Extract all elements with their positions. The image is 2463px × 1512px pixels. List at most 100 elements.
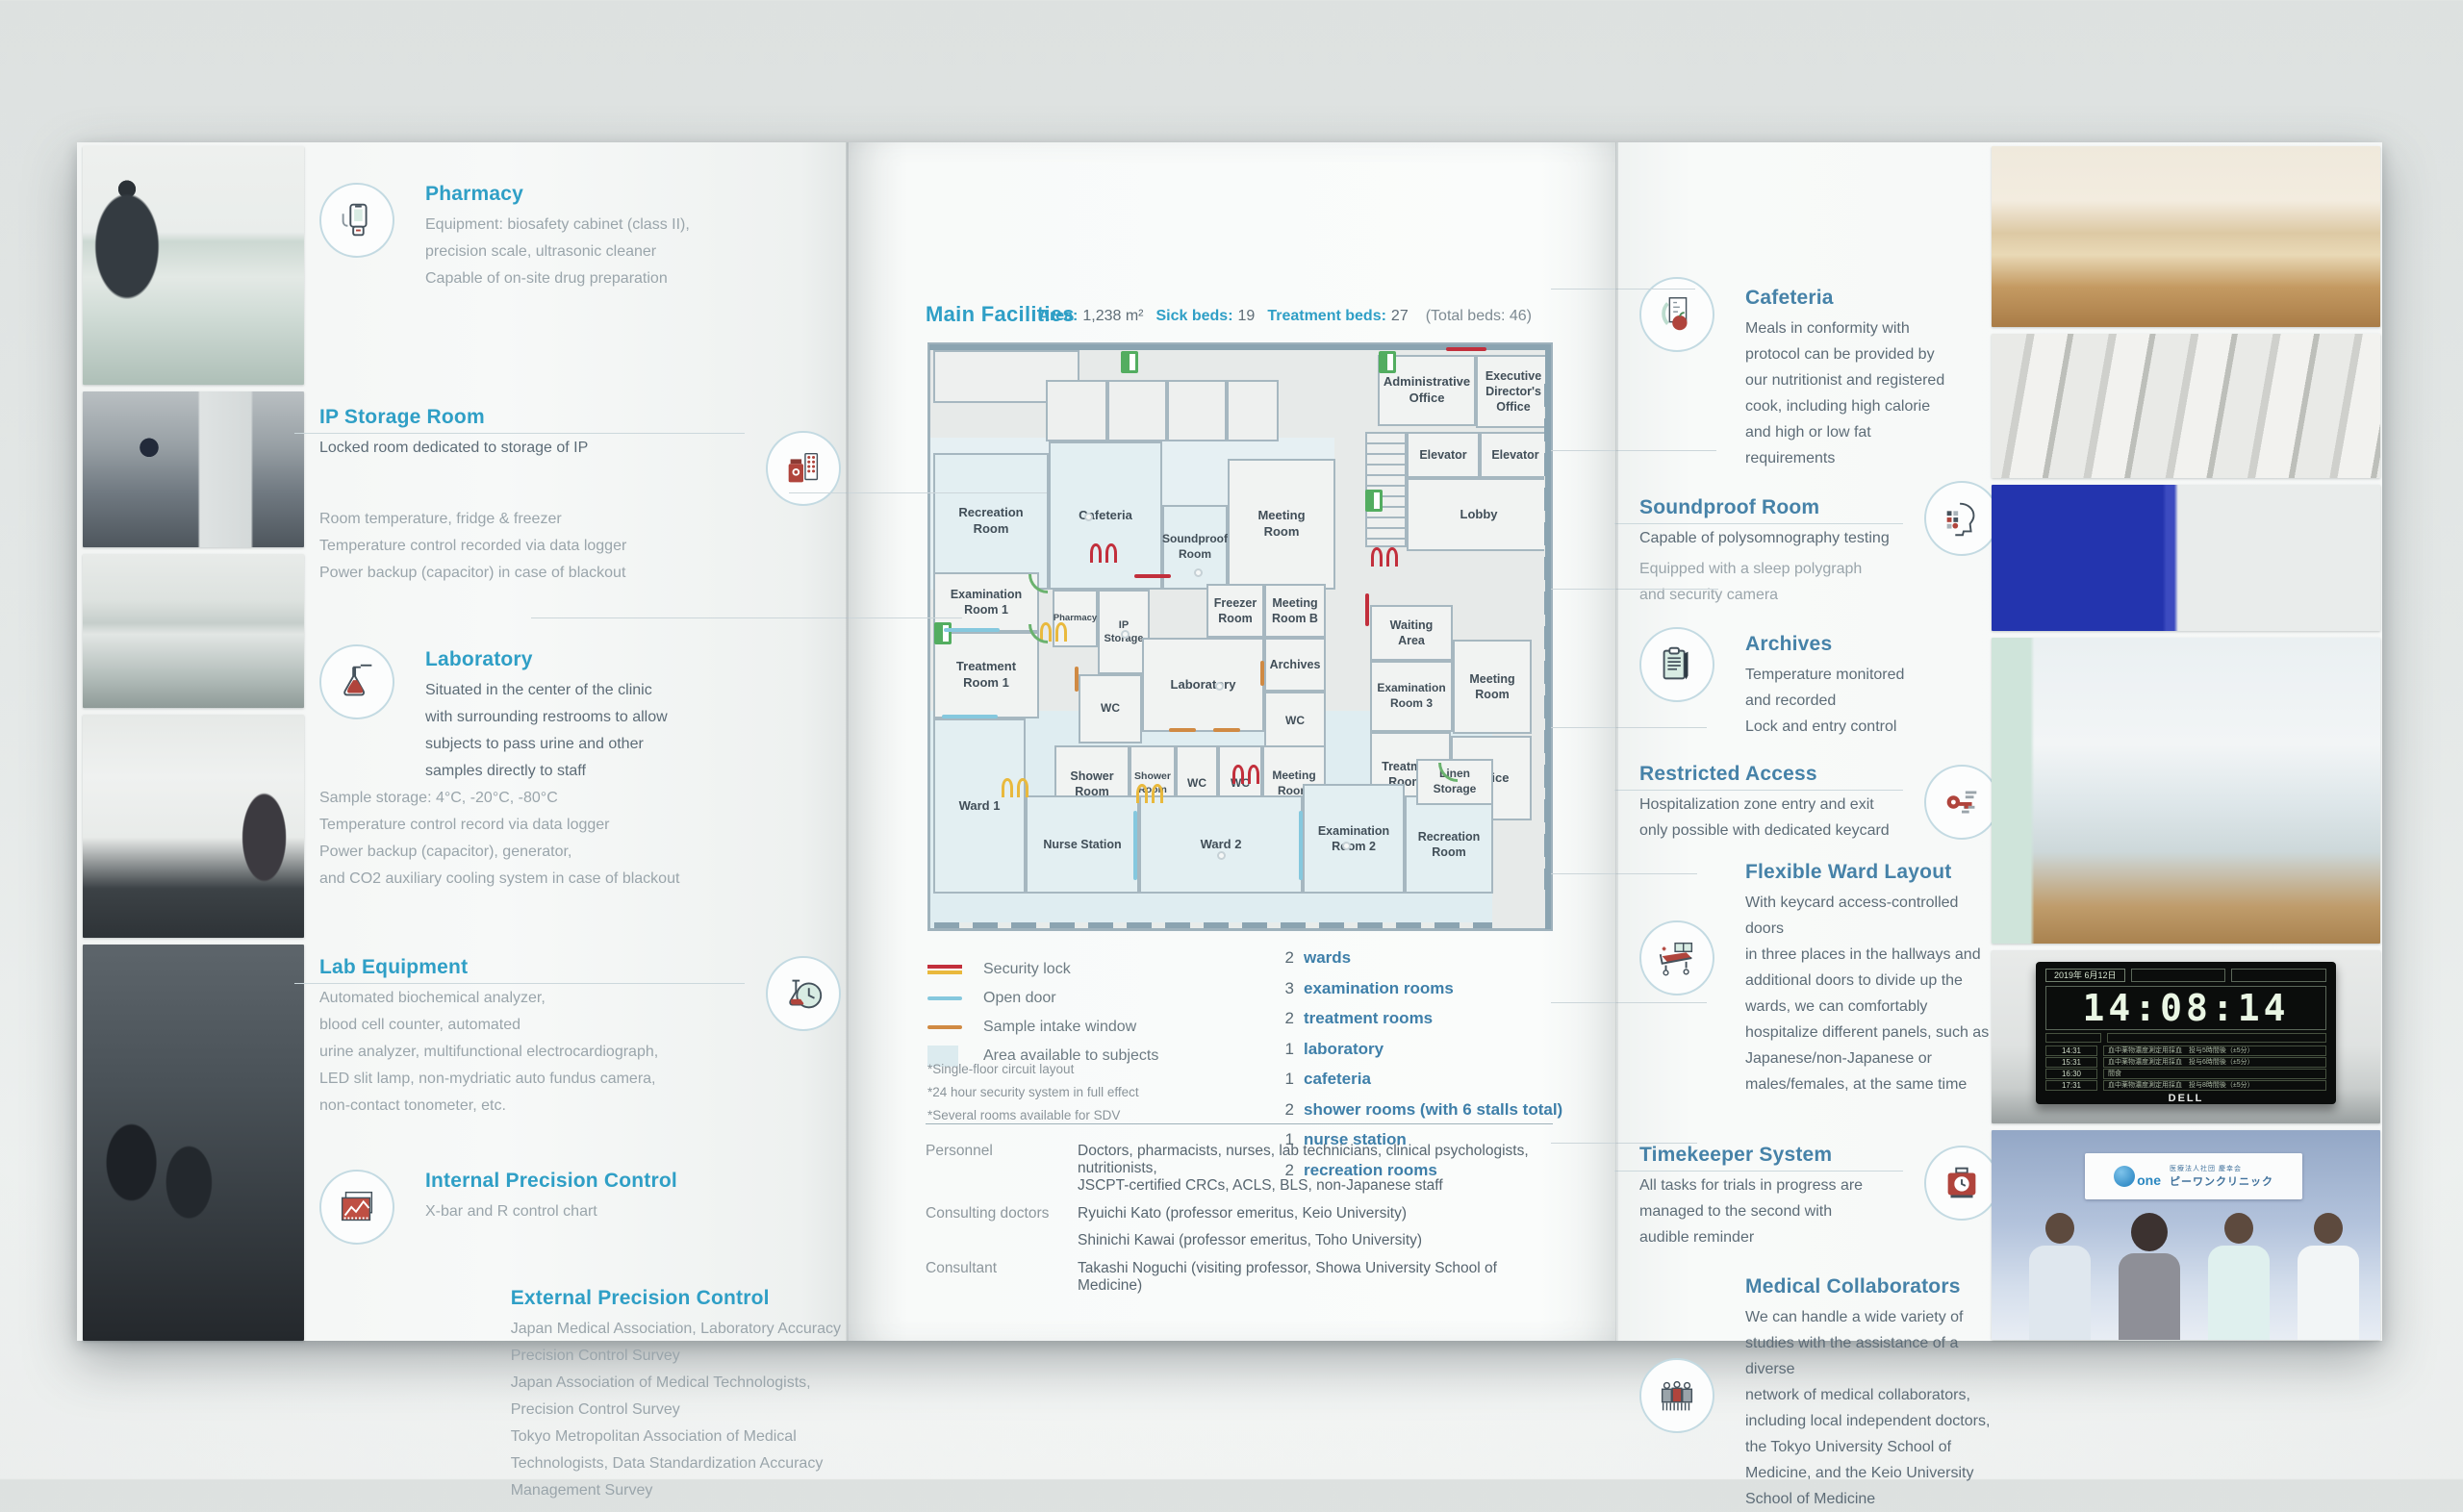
- section-text-line: the Tokyo University School of: [1745, 1439, 1952, 1455]
- staff-person: [2201, 1213, 2276, 1340]
- schedule-task: 血中薬物濃度測定用採血 投与8時間後（±5分）: [2103, 1080, 2326, 1091]
- legend-label: Open door: [983, 990, 1056, 1006]
- panel-right: Cafeteria Meals in conformity with protoc…: [1614, 142, 2382, 1507]
- section-text-line: Capable of on-site drug preparation: [425, 270, 668, 287]
- callout-line: [789, 492, 1047, 493]
- floorplan-marker: [1215, 682, 1224, 691]
- floorplan-room: Meeting Room: [1228, 459, 1335, 590]
- floorplan-room: Archives: [1264, 638, 1326, 692]
- legend-row: Area available to subjects: [927, 1042, 1158, 1071]
- section-text-line: Room temperature, fridge & freezer: [319, 511, 562, 527]
- section-text-line: only possible with dedicated keycard: [1639, 822, 1890, 839]
- left-photo-strip: [83, 146, 304, 1341]
- section-title: Lab Equipment: [294, 956, 745, 984]
- legend-label: Security lock: [983, 961, 1071, 977]
- section-title: Pharmacy: [425, 183, 523, 205]
- legend-label: Sample intake window: [983, 1019, 1137, 1035]
- floorplan-marker: [1365, 490, 1383, 512]
- floorplan-room: Examination Room 2: [1303, 784, 1405, 894]
- stat: Treatment beds: 27: [1267, 308, 1408, 325]
- personnel-row: JSCPT-certified CRCs, ACLS, BLS, non-Jap…: [926, 1177, 1561, 1205]
- section-title: Cafeteria: [1745, 287, 1834, 309]
- window-band-right: [1544, 384, 1550, 890]
- people-icon: [1639, 1358, 1714, 1433]
- floorplan-room: [1167, 380, 1227, 441]
- photo-archives-shelves: [1992, 334, 2380, 478]
- floorplan-marker: [1299, 811, 1303, 880]
- section-text-line: Temperature control recorded via data lo…: [319, 538, 627, 554]
- floorplan-room: Recreation Room: [933, 453, 1049, 590]
- legend-swatch: [927, 996, 962, 1000]
- timer-icon: [1924, 1146, 1999, 1221]
- section-text-line: our nutritionist and registered: [1745, 372, 1945, 389]
- personnel-role: Consulting doctors: [926, 1204, 1050, 1222]
- floorplan-room: Laboratory: [1142, 638, 1264, 732]
- floorplan-marker: [1133, 811, 1137, 880]
- floorplan-marker: [944, 628, 1000, 632]
- section-text-line: School of Medicine: [1745, 1491, 1876, 1507]
- stat: Area: 1,238 m²: [1038, 308, 1143, 325]
- info-section: Pharmacy Equipment: biosafety cabinet (c…: [319, 183, 841, 292]
- section-text-line: LED slit lamp, non-mydriatic auto fundus…: [319, 1071, 656, 1087]
- floorplan-marker: [1232, 765, 1259, 784]
- floor-plan: Administrative Office Executive Director'…: [927, 342, 1553, 931]
- legend-swatch: [927, 1046, 958, 1067]
- window-band-bottom: [934, 922, 1492, 928]
- schedule-time: 14:31: [2045, 1046, 2097, 1056]
- section-title: Flexible Ward Layout: [1745, 861, 1952, 883]
- timekeeper-date: 2019年 6月12日: [2045, 969, 2125, 982]
- section-title: Timekeeper System: [1614, 1144, 1903, 1172]
- section-text-line: Situated in the center of the clinic: [425, 682, 652, 698]
- section-text-line: Sample storage: 4°C, -20°C, -80°C: [319, 790, 558, 806]
- schedule-task: 血中薬物濃度測定用採血 投与5時間後（±5分）: [2103, 1046, 2326, 1056]
- stat-label: Area:: [1038, 308, 1079, 324]
- section-text-line: cook, including high calorie: [1745, 398, 1931, 415]
- section-title: Restricted Access: [1614, 763, 1903, 791]
- section-text-line: Automated biochemical analyzer,: [319, 990, 546, 1006]
- photo-staff-group: one 医療法人社団 慶幸会 ピーワンクリニック: [1992, 1130, 2380, 1340]
- room-count-row: 2 treatment rooms: [1282, 1009, 1562, 1040]
- section-text-line: urine analyzer, multifunctional electroc…: [319, 1044, 659, 1060]
- section-text-line: precision scale, ultrasonic cleaner: [425, 243, 657, 260]
- footnote: *Several rooms available for SDV: [927, 1108, 1121, 1122]
- photo-precision-equipment-staff: [83, 945, 304, 1341]
- room-count-row: 1 cafeteria: [1282, 1070, 1562, 1100]
- section-text-line: and security camera: [1639, 587, 1779, 603]
- section-text-line: hospitalize different panels, such as: [1745, 1024, 1990, 1041]
- callout-line: [1551, 1002, 1707, 1003]
- personnel-row: Shinichi Kawai (professor emeritus, Toho…: [926, 1232, 1561, 1260]
- stat: Sick beds: 19: [1156, 308, 1256, 325]
- section-text-line: Hospitalization zone entry and exit: [1639, 796, 1874, 813]
- schedule-time: 17:31: [2045, 1080, 2097, 1091]
- floorplan-marker: [1002, 778, 1028, 797]
- schedule-task: 間食: [2103, 1069, 2326, 1079]
- floorplan-room: Ward 2: [1139, 795, 1303, 894]
- clipboard-pen-icon: [1639, 627, 1714, 702]
- section-text-line: Equipment: biosafety cabinet (class II),: [425, 216, 690, 233]
- timekeeper-time: 14:08:14: [2045, 986, 2326, 1030]
- info-section: Restricted Access Hospitalization zone e…: [1614, 763, 1999, 844]
- room-count-row: 3 examination rooms: [1282, 979, 1562, 1010]
- schedule-time: 15:31: [2045, 1057, 2097, 1068]
- flask-clock-icon: [766, 956, 841, 1031]
- personnel-role: Personnel: [926, 1143, 993, 1159]
- section-text-line: network of medical collaborators,: [1745, 1387, 1970, 1403]
- floorplan-room: Cafeteria: [1049, 441, 1162, 590]
- floorplan-room: Lobby: [1407, 478, 1551, 551]
- photo-timekeeper-display: 2019年 6月12日 14:08:14 14:31 血中薬物濃度測定用採血: [1992, 950, 2380, 1123]
- control-chart-icon: [319, 1170, 394, 1245]
- section-title: IP Storage Room: [294, 406, 745, 434]
- section-text-line: in three places in the hallways and: [1745, 946, 1981, 963]
- count-number: 3: [1284, 978, 1294, 997]
- section-title: Archives: [1745, 633, 1833, 655]
- count-label: shower rooms (with 6 stalls total): [1304, 1099, 1563, 1119]
- section-text-line: Precision Control Survey: [510, 1401, 680, 1418]
- floorplan-room: Nurse Station: [1026, 795, 1139, 894]
- hospital-bed-icon: [1639, 920, 1714, 995]
- section-text-line: Medicine, and the Keio University: [1745, 1465, 1974, 1481]
- room-counts: 2 wards 3 examination rooms 2 treatment …: [1282, 948, 1563, 1191]
- floorplan-marker: [1121, 351, 1138, 373]
- schedule-row: 15:31 血中薬物濃度測定用採血 投与6時間後（±5分）: [2045, 1057, 2326, 1068]
- count-label: nurse station: [1304, 1130, 1407, 1148]
- floorplan-marker: [934, 622, 952, 644]
